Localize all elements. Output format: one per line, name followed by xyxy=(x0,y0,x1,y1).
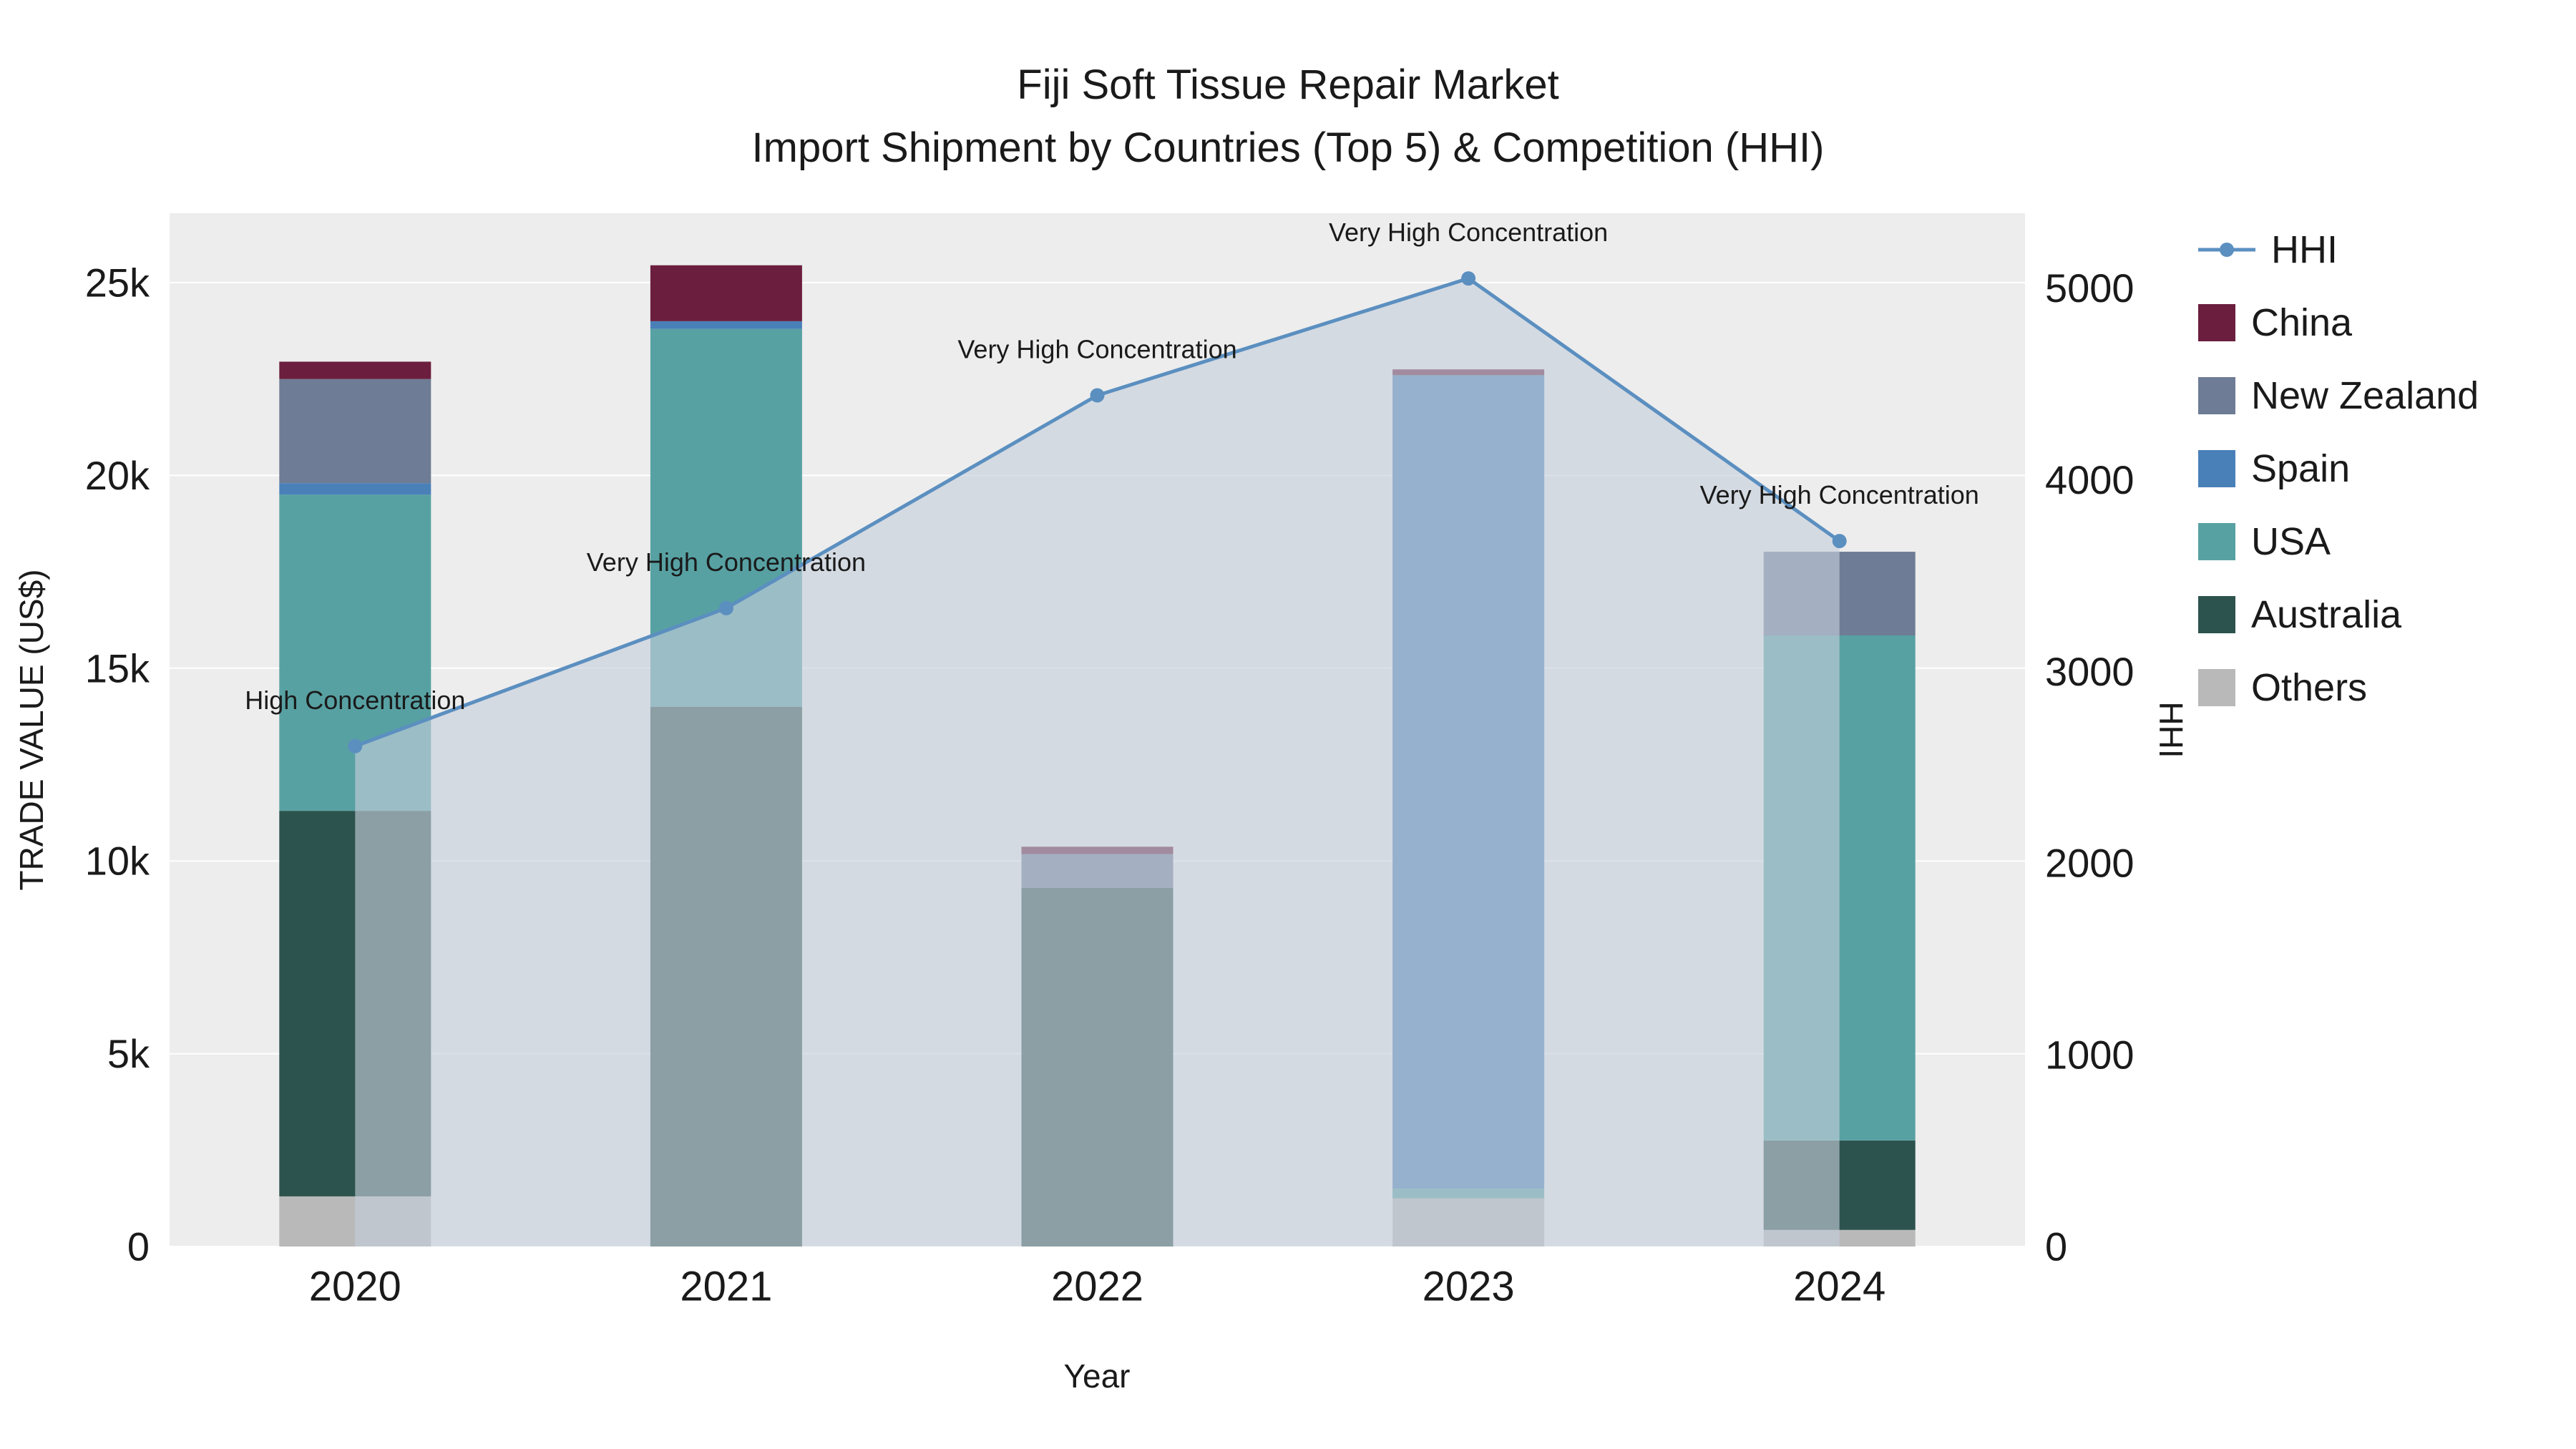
bar-spain-2021[interactable] xyxy=(650,321,802,329)
annotation-2022: Very High Concentration xyxy=(957,335,1236,364)
y-left-tick-25k: 25k xyxy=(85,260,150,305)
legend-label: Others xyxy=(2251,666,2368,709)
legend-item-spain[interactable]: Spain xyxy=(2198,447,2479,491)
x-tick-2021: 2021 xyxy=(680,1264,772,1310)
bar-china-2021[interactable] xyxy=(650,265,802,321)
bar-china-2020[interactable] xyxy=(279,361,431,379)
bar-new-zealand-2020[interactable] xyxy=(279,379,431,484)
y-axis-title-left: TRADE VALUE (US$) xyxy=(13,569,50,891)
legend-item-others[interactable]: Others xyxy=(2198,665,2479,710)
legend-label: Spain xyxy=(2251,447,2351,490)
legend-swatch-icon xyxy=(2198,523,2235,560)
chart-title-line1: Fiji Soft Tissue Repair Market xyxy=(1017,62,1559,108)
x-tick-2023: 2023 xyxy=(1423,1264,1515,1310)
legend-label: USA xyxy=(2251,520,2331,563)
legend-label: Australia xyxy=(2251,593,2402,636)
legend-label: New Zealand xyxy=(2251,374,2479,417)
y-right-tick-5000: 5000 xyxy=(2045,265,2135,311)
legend-item-usa[interactable]: USA xyxy=(2198,519,2479,564)
legend-item-new-zealand[interactable]: New Zealand xyxy=(2198,374,2479,418)
x-tick-2020: 2020 xyxy=(309,1264,401,1310)
annotation-2024: Very High Concentration xyxy=(1700,480,1979,509)
y-right-tick-1000: 1000 xyxy=(2045,1033,2135,1078)
y-right-tick-2000: 2000 xyxy=(2045,841,2135,886)
annotation-2021: Very High Concentration xyxy=(587,547,866,577)
y-left-tick-10k: 10k xyxy=(85,839,150,884)
hhi-marker-2022[interactable] xyxy=(1090,388,1105,403)
legend-item-australia[interactable]: Australia xyxy=(2198,592,2479,637)
y-left-tick-0: 0 xyxy=(127,1224,150,1269)
annotation-2020: High Concentration xyxy=(245,686,465,715)
legend-swatch-icon xyxy=(2198,304,2235,341)
hhi-area-fill xyxy=(355,278,1840,1247)
hhi-marker-2024[interactable] xyxy=(1832,534,1847,549)
chart-title: Fiji Soft Tissue Repair Market Import Sh… xyxy=(0,54,2576,180)
x-tick-2022: 2022 xyxy=(1051,1264,1143,1310)
legend-swatch-icon xyxy=(2198,596,2235,633)
y-left-tick-15k: 15k xyxy=(85,645,150,691)
legend-swatch-icon xyxy=(2198,669,2235,706)
legend: HHI China New Zealand Spain USA Australia Othe… xyxy=(2198,228,2479,710)
legend-item-china[interactable]: China xyxy=(2198,301,2479,345)
y-left-tick-5k: 5k xyxy=(107,1031,150,1076)
x-axis-title: Year xyxy=(1063,1357,1131,1395)
legend-line-marker-icon xyxy=(2198,243,2255,257)
hhi-marker-2023[interactable] xyxy=(1461,271,1476,286)
y-left-tick-20k: 20k xyxy=(85,453,150,498)
chart-title-line2: Import Shipment by Countries (Top 5) & C… xyxy=(751,125,1825,172)
hhi-marker-2020[interactable] xyxy=(348,738,363,753)
bar-spain-2020[interactable] xyxy=(279,483,431,495)
legend-label: China xyxy=(2251,301,2353,344)
y-axis-title-right: HHI xyxy=(2152,701,2190,758)
y-right-tick-4000: 4000 xyxy=(2045,457,2135,502)
legend-label: HHI xyxy=(2271,228,2338,271)
legend-item-hhi[interactable]: HHI xyxy=(2198,228,2479,272)
hhi-marker-2021[interactable] xyxy=(718,600,733,615)
y-right-tick-3000: 3000 xyxy=(2045,649,2135,694)
y-right-tick-0: 0 xyxy=(2045,1224,2067,1269)
x-tick-2024: 2024 xyxy=(1793,1264,1885,1310)
legend-swatch-icon xyxy=(2198,377,2235,414)
annotation-2023: Very High Concentration xyxy=(1329,218,1608,247)
legend-swatch-icon xyxy=(2198,450,2235,487)
